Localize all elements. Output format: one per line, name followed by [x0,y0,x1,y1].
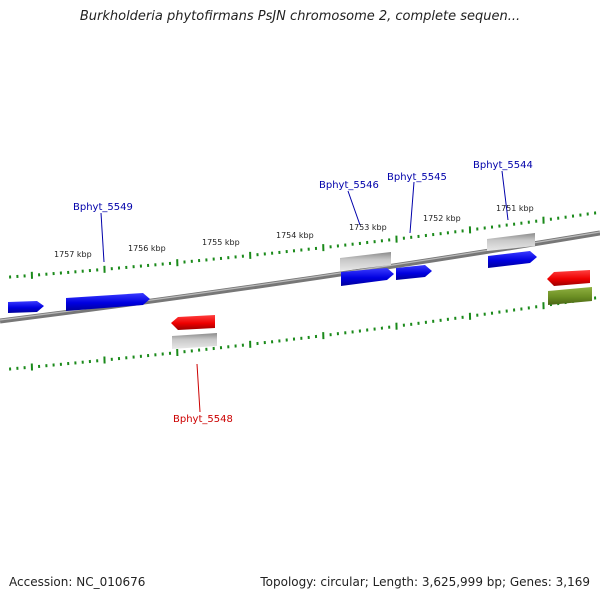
gene-arrow-forward[interactable] [488,251,537,268]
reverse-strand-genes [171,270,590,330]
leader-line-bphyt-5544 [501,170,509,221]
kbp-label: 1755 kbp [202,238,240,247]
kbp-label: 1754 kbp [276,231,314,240]
leader-line-bphyt-5548 [196,363,201,413]
gene-label-bphyt-5544[interactable]: Bphyt_5544 [473,160,533,171]
gene-label-bphyt-5548[interactable]: Bphyt_5548 [173,414,233,425]
gene-labels: Bphyt_5549 Bphyt_5546 Bphyt_5545 Bphyt_5… [73,160,533,425]
genome-summary-text: Topology: circular; Length: 3,625,999 bp… [260,575,590,589]
map-title: Burkholderia phytofirmans PsJN chromosom… [79,9,521,24]
leader-line-bphyt-5549 [100,212,105,263]
gene-arrow-forward[interactable] [341,268,394,286]
kbp-label: 1751 kbp [496,204,534,213]
gene-arrow-forward[interactable] [66,293,150,311]
gene-label-bphyt-5546[interactable]: Bphyt_5546 [319,180,379,191]
gray-feature[interactable] [487,233,535,251]
gene-label-bphyt-5549[interactable]: Bphyt_5549 [73,202,133,213]
gene-label-bphyt-5545[interactable]: Bphyt_5545 [387,172,447,183]
leader-line-bphyt-5546 [347,190,361,226]
gene-arrow-reverse[interactable] [171,315,215,330]
kbp-label: 1756 kbp [128,244,166,253]
kbp-scale-labels: 1757 kbp 1756 kbp 1755 kbp 1754 kbp 1753… [54,204,534,259]
kbp-label: 1757 kbp [54,250,92,259]
kbp-label: 1753 kbp [349,223,387,232]
accession-text: Accession: NC_010676 [9,575,146,589]
lower-tick-track [9,296,597,371]
gray-feature[interactable] [172,333,217,349]
gray-features [172,233,535,349]
gray-feature[interactable] [340,252,391,271]
gene-arrow-reverse[interactable] [547,270,590,286]
gene-label-leaders [100,170,509,413]
olive-feature[interactable] [548,287,592,305]
gene-arrow-forward[interactable] [8,301,44,313]
leader-line-bphyt-5545 [409,181,415,234]
upper-tick-track [9,211,597,279]
forward-strand-genes [8,251,537,313]
gene-arrow-forward[interactable] [396,265,432,280]
kbp-label: 1752 kbp [423,214,461,223]
